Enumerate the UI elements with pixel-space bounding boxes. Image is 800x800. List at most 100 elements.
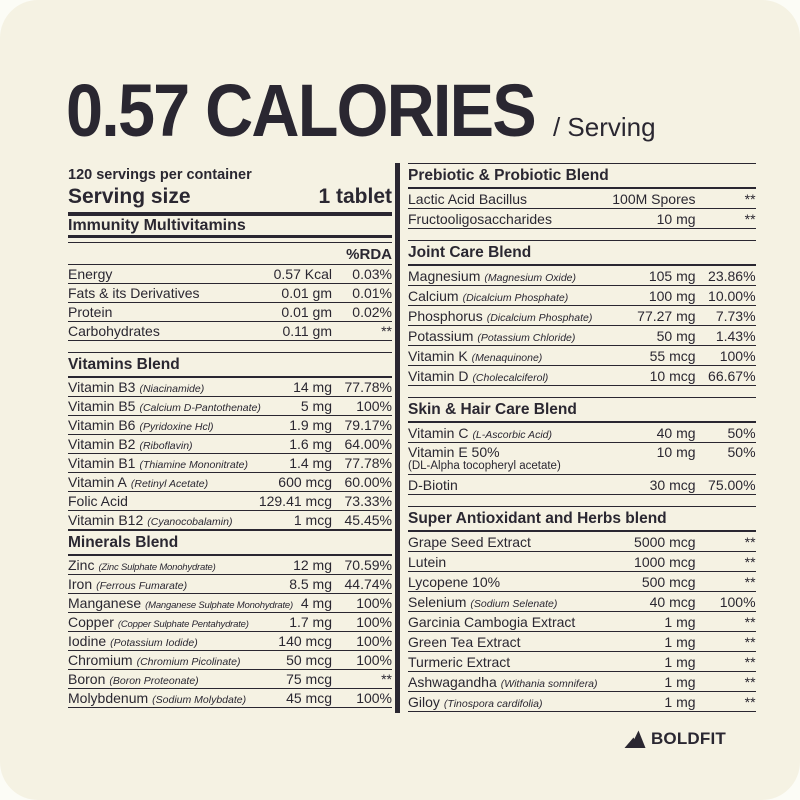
- nutrient-amount: 10 mcg: [649, 367, 696, 384]
- nutrient-source: (Magnesium Oxide): [484, 271, 576, 284]
- nutrient-amount: 140 mcg: [278, 633, 332, 649]
- nutrient-rda: 100%: [356, 690, 392, 706]
- nutrient-amount: 10 mg: [656, 210, 696, 227]
- double-rule: [68, 238, 392, 243]
- table-row: Vitamin B12 (Cyanocobalamin) 1 mcg 45.45%: [68, 511, 392, 531]
- nutrient-source: (Dicalcium Phosphate): [486, 311, 593, 324]
- nutrient-rda: 100%: [356, 652, 392, 668]
- nutrient-amount: 0.01 gm: [281, 285, 332, 301]
- nutrient-rda: 1.43%: [715, 327, 756, 344]
- nutrient-rda: 73.33%: [344, 493, 392, 509]
- nutrient-name: Iodine: [68, 633, 107, 649]
- nutrient-rda: 66.67%: [708, 367, 756, 384]
- table-row: Vitamin D (Cholecalciferol) 10 mcg 66.67%: [408, 366, 756, 386]
- table-row: Garcinia Cambogia Extract 1 mg **: [408, 612, 756, 632]
- rda-column-header: %RDA: [68, 243, 392, 265]
- nutrient-rda: 100%: [719, 593, 756, 610]
- table-row: Vitamin A (Retinyl Acetate) 600 mcg 60.00%: [68, 473, 392, 492]
- nutrient-amount: 1.7 mg: [289, 614, 332, 630]
- nutrient-source: (Manganese Sulphate Monohydrate): [145, 600, 293, 611]
- nutrient-amount: 1.4 mg: [289, 455, 332, 471]
- table-row: Turmeric Extract 1 mg **: [408, 652, 756, 672]
- section-header: Minerals Blend: [68, 531, 392, 556]
- table-row: Carbohydrates 0.11 gm **: [68, 322, 392, 341]
- nutrient-name: Vitamin K: [408, 347, 468, 364]
- nutrient-rda: 23.86%: [708, 267, 756, 284]
- table-row: Energy 0.57 Kcal 0.03%: [68, 265, 392, 284]
- section-prebiotic-probiotic-blend: Prebiotic & Probiotic Blend Lactic Acid …: [408, 163, 756, 229]
- nutrient-name: Folic Acid: [68, 493, 128, 509]
- section-header: Prebiotic & Probiotic Blend: [408, 164, 756, 189]
- nutrient-rda: 77.78%: [344, 379, 392, 395]
- nutrient-amount: 55 mcg: [649, 347, 696, 364]
- nutrient-rda: **: [744, 613, 756, 630]
- nutrient-name: D-Biotin: [408, 476, 458, 493]
- table-row: Chromium (Chromium Picolinate) 50 mcg 100%: [68, 651, 392, 670]
- table-row: Ashwagandha (Withania somnifera) 1 mg **: [408, 672, 756, 692]
- nutrient-amount: 1 mg: [664, 673, 696, 690]
- section-header: Joint Care Blend: [408, 241, 756, 266]
- nutrient-note: (DL-Alpha tocopheryl acetate): [408, 460, 756, 475]
- nutrient-source: (Cyanocobalamin): [147, 516, 233, 528]
- nutrient-name: Green Tea Extract: [408, 633, 521, 650]
- nutrient-source: (L-Ascorbic Acid): [472, 428, 552, 441]
- nutrient-rda: 0.01%: [352, 285, 392, 301]
- nutrient-name: Molybdenum: [68, 690, 149, 706]
- table-row: Vitamin B3 (Niacinamide) 14 mg 77.78%: [68, 378, 392, 397]
- nutrient-name: Grape Seed Extract: [408, 533, 531, 550]
- nutrient-amount: 0.57 Kcal: [273, 266, 332, 282]
- nutrient-amount: 129.41 mcg: [258, 493, 332, 509]
- nutrient-name: Energy: [68, 266, 113, 282]
- nutrient-source: (Boron Proteonate): [109, 675, 199, 687]
- nutrient-amount: 40 mg: [656, 424, 696, 441]
- nutrient-amount: 75 mcg: [286, 671, 332, 687]
- nutrient-rda: **: [744, 553, 756, 570]
- table-row: Lutein 1000 mcg **: [408, 552, 756, 572]
- table-row: Manganese (Manganese Sulphate Monohydrate…: [68, 594, 392, 613]
- nutrient-name: Vitamin B6: [68, 417, 136, 433]
- nutrient-amount: 12 mg: [293, 557, 332, 573]
- nutrient-rda: **: [381, 671, 392, 687]
- nutrient-source: (Zinc Sulphate Monohydrate): [98, 562, 216, 573]
- nutrient-rda: **: [744, 210, 756, 227]
- nutrient-amount: 77.27 mg: [637, 307, 696, 324]
- nutrient-rda: 45.45%: [344, 512, 392, 528]
- nutrient-amount: 1000 mcg: [634, 553, 696, 570]
- table-row: Fats & its Derivatives 0.01 gm 0.01%: [68, 284, 392, 303]
- nutrient-amount: 4 mg: [300, 595, 332, 611]
- nutrient-amount: 5 mg: [300, 398, 332, 414]
- nutrient-rda: 70.59%: [344, 557, 392, 573]
- table-row: Copper (Copper Sulphate Pentahydrate) 1.7 …: [68, 613, 392, 632]
- nutrient-rda: 75.00%: [708, 476, 756, 493]
- nutrient-rda: 50%: [727, 443, 756, 460]
- nutrient-source: (Pyridoxine Hcl): [139, 421, 214, 433]
- nutrient-source: (Niacinamide): [139, 383, 205, 395]
- servings-per-container: 120 servings per container: [68, 167, 252, 183]
- nutrient-name: Copper: [68, 614, 114, 630]
- nutrient-source: (Dicalcium Phosphate): [462, 291, 569, 304]
- table-row: Iron (Ferrous Fumarate) 8.5 mg 44.74%: [68, 575, 392, 594]
- nutrient-amount: 45 mcg: [286, 690, 332, 706]
- table-row: Folic Acid 129.41 mcg 73.33%: [68, 492, 392, 511]
- nutrient-amount: 0.11 gm: [282, 323, 332, 339]
- nutrient-source: (Sodium Molybdate): [152, 694, 247, 706]
- table-row: Vitamin E 50% 10 mg 50%: [408, 443, 756, 460]
- nutrient-rda: 100%: [356, 614, 392, 630]
- nutrient-name: Fats & its Derivatives: [68, 285, 200, 301]
- table-row: Boron (Boron Proteonate) 75 mcg **: [68, 670, 392, 689]
- nutrient-rda: 50%: [727, 424, 756, 441]
- nutrient-rda: **: [744, 190, 756, 207]
- nutrient-rda: 0.02%: [352, 304, 392, 320]
- nutrient-rda: 44.74%: [344, 576, 392, 592]
- nutrient-name: Vitamin A: [68, 474, 127, 490]
- nutrient-source: (Chromium Picolinate): [136, 656, 241, 668]
- nutrient-rda: 10.00%: [708, 287, 756, 304]
- nutrient-rda: 79.17%: [344, 417, 392, 433]
- nutrient-source: (Cholecalciferol): [472, 371, 549, 384]
- serving-size-label: Serving size: [68, 185, 191, 208]
- nutrient-amount: 8.5 mg: [289, 576, 332, 592]
- nutrient-rda: **: [744, 633, 756, 650]
- nutrient-name: Protein: [68, 304, 113, 320]
- serving-size-value: 1 tablet: [318, 185, 392, 208]
- nutrient-amount: 1 mg: [664, 633, 696, 650]
